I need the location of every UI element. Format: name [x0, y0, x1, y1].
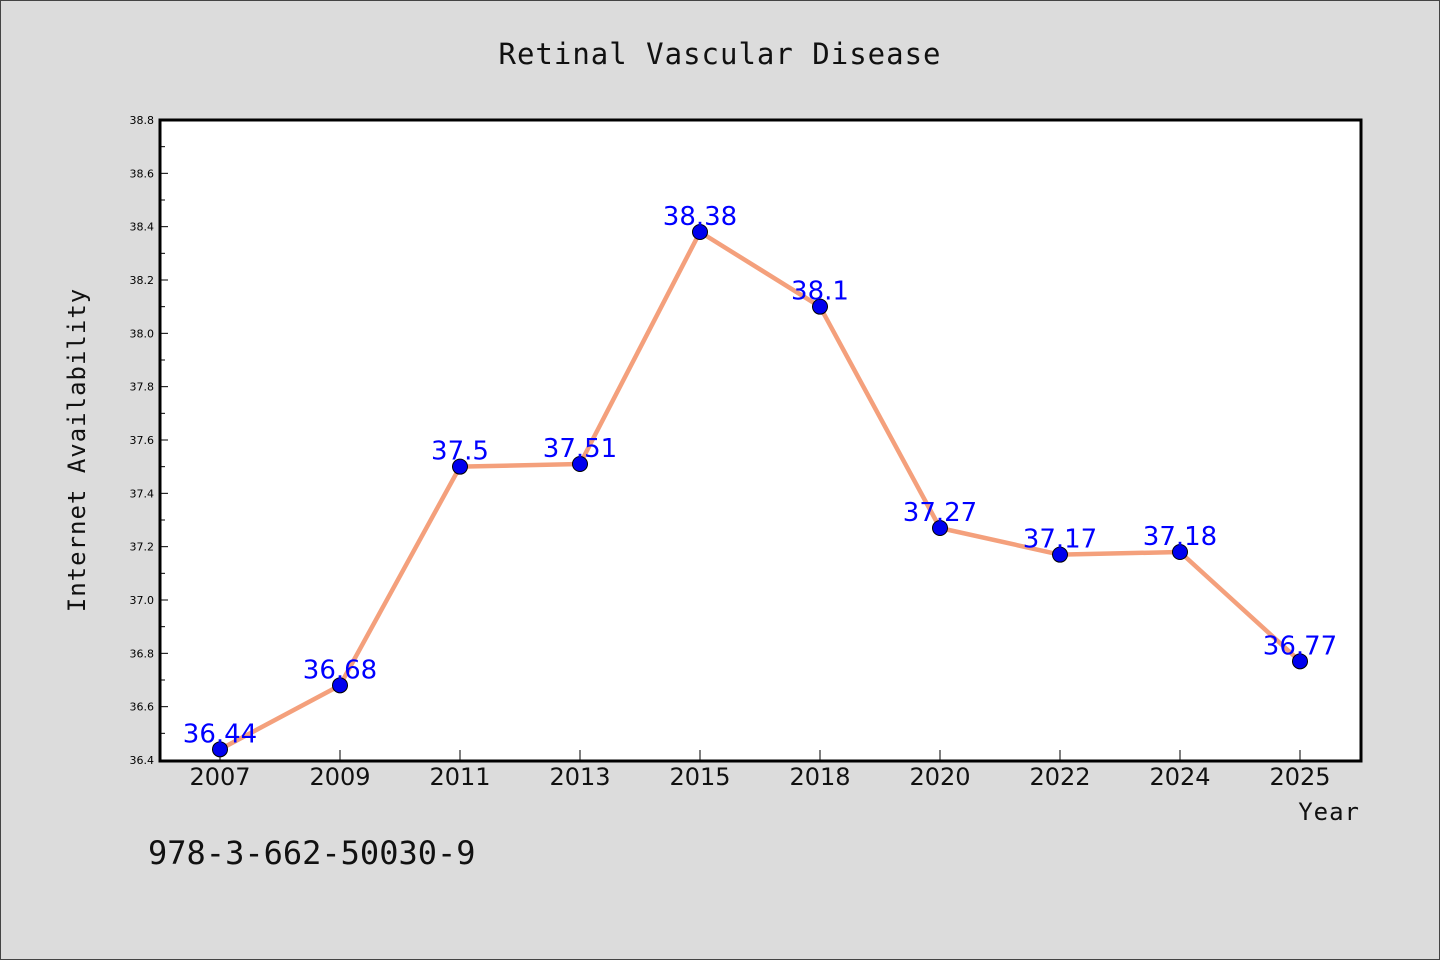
- x-tick-label: 2013: [549, 763, 610, 791]
- data-point: [812, 298, 828, 315]
- data-point: [692, 224, 708, 240]
- data-label: 36.68: [303, 655, 377, 685]
- data-point: [572, 456, 588, 472]
- chart-title: Retinal Vascular Disease: [498, 37, 941, 71]
- data-label: 37.27: [903, 498, 977, 528]
- y-tick-label: 37.0: [130, 594, 155, 607]
- data-label: 37.17: [1023, 525, 1097, 555]
- y-tick-label: 38.4: [130, 221, 155, 234]
- y-axis: 36.4 36.6 36.8 37.0 37.2 37.4 37.6 37.8 38.0 38.2…: [130, 114, 168, 767]
- data-point: [452, 458, 468, 475]
- x-tick-label: 2011: [429, 763, 490, 791]
- x-tick-label: 2025: [1269, 763, 1330, 791]
- data-label: 38.38: [663, 202, 737, 232]
- x-tick-label: 2015: [669, 763, 730, 791]
- data-point: [1052, 546, 1068, 563]
- y-tick-label: 38.8: [130, 114, 155, 127]
- x-axis: 2007 2009 2011 2013 2015 2018 2020 2022 2024 2025: [189, 750, 1331, 791]
- y-tick-label: 38.6: [130, 167, 155, 180]
- x-tick-label: 2007: [189, 763, 250, 791]
- x-axis-title: Year: [1298, 798, 1360, 826]
- plot-area: [158, 118, 1363, 763]
- y-tick-label: 37.8: [130, 381, 155, 394]
- series-layer: 36.44 36.68 37.5 37.51 38.38 38.1 37.27 37.17 37…: [183, 202, 1337, 758]
- x-tick-label: 2020: [909, 763, 970, 791]
- data-label: 37.51: [543, 434, 617, 464]
- data-point: [1292, 653, 1308, 670]
- data-point: [932, 520, 948, 536]
- x-tick-label: 2022: [1029, 763, 1090, 791]
- y-tick-label: 37.2: [130, 541, 155, 554]
- data-label: 36.77: [1263, 631, 1337, 661]
- footer-isbn: 978-3-662-50030-9: [148, 834, 476, 872]
- data-point: [1172, 544, 1188, 560]
- data-label: 37.18: [1143, 522, 1217, 552]
- y-tick-label: 36.4: [130, 754, 155, 767]
- y-tick-label: 38.2: [130, 274, 155, 287]
- x-tick-label: 2024: [1149, 763, 1210, 791]
- y-tick-label: 37.4: [130, 487, 155, 500]
- data-point: [332, 677, 348, 694]
- y-tick-label: 37.6: [130, 434, 155, 447]
- data-point: [212, 741, 228, 758]
- series-line: [217, 229, 1303, 752]
- y-tick-label: 36.8: [130, 647, 155, 660]
- x-tick-label: 2009: [309, 763, 370, 791]
- data-label: 36.44: [183, 719, 257, 749]
- data-label: 38.1: [791, 277, 849, 307]
- data-label: 37.5: [431, 437, 489, 467]
- y-axis-title: Internet Availability: [63, 288, 91, 612]
- y-tick-label: 38.0: [130, 327, 155, 340]
- x-tick-label: 2018: [789, 763, 850, 791]
- y-tick-label: 36.6: [130, 701, 155, 714]
